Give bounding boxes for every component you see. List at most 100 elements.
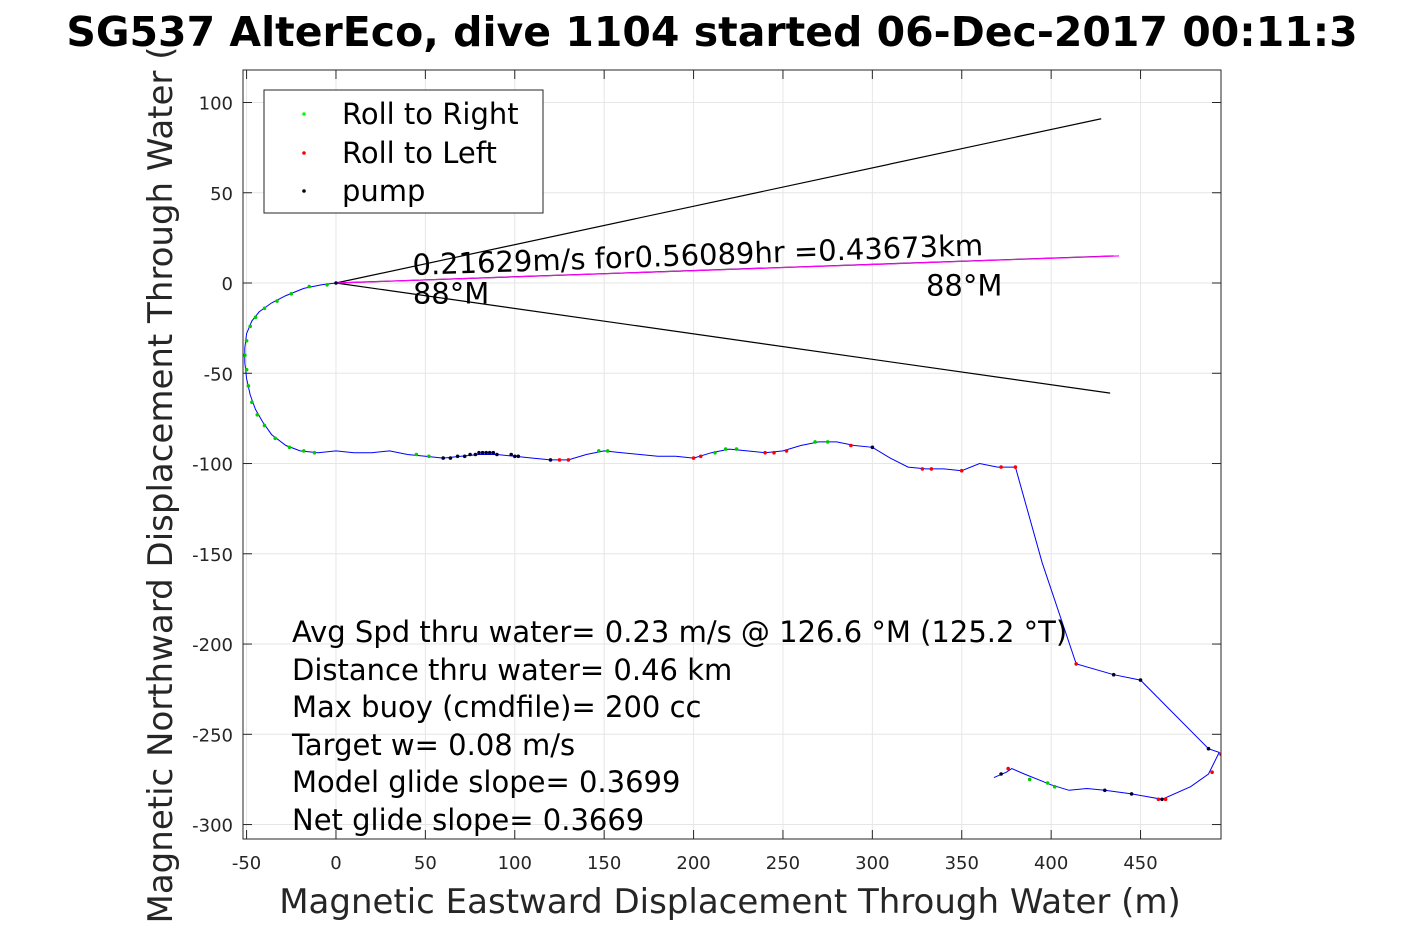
marker-roll-right: [275, 299, 279, 303]
x-axis-label: Magnetic Eastward Displacement Through W…: [279, 882, 1181, 922]
marker-roll-right: [597, 449, 601, 453]
marker-roll-right: [262, 423, 267, 428]
y-tick-label: -50: [204, 364, 233, 385]
marker-roll-left: [1006, 766, 1010, 771]
y-tick-label: -250: [192, 725, 233, 746]
estimate-line-0: [335, 118, 1102, 284]
marker-roll-right: [414, 452, 419, 457]
legend-label-roll-right: Roll to Right: [342, 97, 519, 131]
marker-roll-right: [723, 447, 728, 451]
x-tick-label: 400: [1034, 853, 1068, 874]
x-tick-label: 350: [945, 853, 979, 874]
x-tick-label: 450: [1123, 853, 1157, 874]
marker-roll-right: [312, 450, 317, 455]
roll-markers: [243, 281, 1221, 802]
legend-marker-roll-left: [302, 151, 306, 155]
legend-marker-pump: [302, 189, 306, 193]
marker-pump: [473, 452, 478, 457]
stat-distance: Distance thru water= 0.46 km: [292, 653, 732, 687]
marker-roll-right: [262, 306, 267, 311]
stat-model-glide-slope: Model glide slope= 0.3699: [292, 765, 680, 799]
x-tick-label: 200: [676, 853, 710, 874]
y-tick-label: 50: [210, 184, 233, 205]
chart-title: SG537 AlterEco, dive 1104 started 06-Dec…: [66, 8, 1357, 56]
marker-roll-right: [255, 413, 260, 417]
marker-roll-right: [289, 292, 294, 296]
marker-pump: [462, 454, 467, 459]
marker-roll-right: [813, 440, 817, 444]
x-tick-label: -50: [232, 853, 261, 874]
heading-annotation-start: 88°M: [413, 276, 489, 310]
marker-roll-right: [1027, 777, 1032, 782]
marker-roll-right: [243, 353, 247, 358]
marker-roll-left: [1074, 662, 1078, 666]
y-tick-label: -300: [192, 816, 233, 837]
marker-pump: [484, 450, 489, 455]
marker-roll-left: [1013, 465, 1018, 469]
y-tick-label: -150: [192, 545, 233, 566]
marker-roll-right: [427, 454, 431, 459]
marker-pump: [548, 458, 553, 462]
y-axis-label: Magnetic Northward Displacement Through …: [141, 47, 181, 924]
marker-roll-right: [713, 450, 717, 455]
stat-max-buoy: Max buoy (cmdfile)= 200 cc: [292, 690, 701, 724]
marker-pump: [1129, 792, 1134, 796]
stat-net-glide-slope: Net glide slope= 0.3669: [292, 803, 644, 837]
marker-roll-left: [691, 456, 696, 460]
marker-pump: [334, 281, 338, 285]
marker-pump: [999, 772, 1003, 776]
marker-pump: [448, 456, 453, 460]
marker-roll-left: [566, 458, 571, 462]
legend-label-pump: pump: [342, 174, 425, 208]
y-tick-label: 100: [199, 93, 233, 114]
dive-track: [244, 282, 1220, 800]
legend-marker-roll-right: [302, 112, 306, 116]
marker-pump: [441, 456, 446, 460]
marker-pump: [870, 445, 875, 450]
y-tick-label: -100: [192, 455, 233, 476]
marker-roll-right: [244, 367, 249, 372]
y-tick-label: 0: [222, 274, 233, 295]
marker-pump: [1103, 788, 1107, 793]
estimate-line-3: [335, 255, 1120, 284]
x-tick-label: 50: [414, 853, 437, 874]
marker-roll-right: [605, 449, 610, 453]
marker-roll-right: [253, 315, 258, 320]
marker-roll-left: [784, 449, 789, 453]
marker-pump: [477, 450, 481, 455]
marker-roll-right: [325, 283, 329, 287]
marker-roll-right: [825, 440, 830, 444]
heading-annotation-end: 88°M: [926, 269, 1002, 303]
marker-roll-right: [302, 449, 306, 453]
marker-roll-right: [1052, 784, 1057, 789]
stat-avg-speed: Avg Spd thru water= 0.23 m/s @ 126.6 °M …: [292, 615, 1067, 649]
grid: [243, 70, 1221, 839]
marker-pump: [468, 452, 472, 457]
marker-roll-left: [959, 468, 964, 473]
track-line-0: [244, 282, 1220, 800]
legend: Roll to Right Roll to Left pump: [263, 89, 544, 214]
x-tick-label: 0: [330, 853, 341, 874]
legend-box: [263, 89, 544, 214]
marker-roll-right: [287, 445, 292, 450]
marker-pump: [513, 454, 517, 459]
marker-roll-left: [772, 450, 776, 455]
marker-pump: [1206, 746, 1211, 751]
marker-roll-left: [849, 443, 853, 448]
estimate-line-1: [335, 282, 1111, 394]
marker-roll-right: [244, 339, 249, 343]
marker-roll-left: [763, 450, 767, 455]
estimate-lines: [335, 118, 1120, 394]
marker-pump: [509, 452, 513, 457]
marker-pump: [1138, 678, 1143, 682]
marker-roll-left: [1163, 797, 1168, 802]
marker-pump: [1160, 797, 1164, 802]
marker-roll-right: [1045, 781, 1050, 785]
marker-pump: [516, 454, 521, 459]
marker-roll-right: [307, 284, 312, 289]
y-tick-label: -200: [192, 635, 233, 656]
marker-roll-right: [250, 400, 254, 405]
tick-labels: -50 0 50 100 150 200 250 300 350 400 450 100 50 0 -50 -…: [192, 93, 1158, 874]
marker-pump: [1111, 672, 1116, 677]
